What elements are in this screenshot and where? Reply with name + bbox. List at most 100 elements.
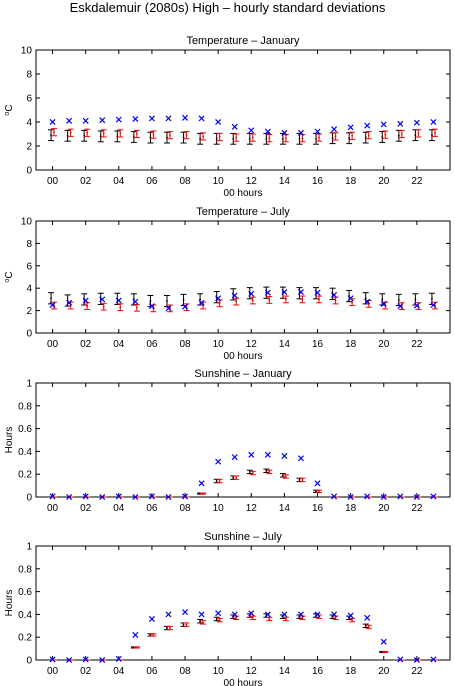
point-x-stroke <box>248 610 255 617</box>
point-x-marker <box>215 295 222 302</box>
point-center <box>397 134 400 137</box>
y-tick-label: 0 <box>26 493 32 504</box>
point-x-stroke <box>264 451 271 458</box>
point-x-stroke <box>430 301 437 309</box>
point-x-stroke <box>248 127 255 134</box>
point-x-stroke <box>264 611 271 618</box>
point-x-marker <box>215 118 222 126</box>
point-x-marker <box>430 118 437 126</box>
point-x-stroke <box>281 129 288 136</box>
point-x-marker <box>198 115 205 122</box>
y-axis-label-unit: C <box>4 271 15 278</box>
point-x-marker <box>380 121 387 128</box>
point-x-stroke <box>397 493 404 500</box>
point-center <box>318 136 320 139</box>
point-x-stroke <box>148 115 155 122</box>
panel-title: Sunshine – January <box>194 368 292 380</box>
point-x-marker <box>297 289 304 296</box>
point-center <box>351 619 354 621</box>
point-errorbar <box>246 132 253 145</box>
y-axis-label: Hours <box>4 427 15 454</box>
x-axis-label: 00 hours <box>224 188 263 199</box>
point-x-stroke <box>297 289 304 296</box>
point-x-stroke <box>215 458 222 465</box>
point-center <box>251 299 254 302</box>
point-x-stroke <box>148 303 155 310</box>
point-center <box>331 137 334 140</box>
y-tick-label: 0.8 <box>18 401 32 412</box>
point-center <box>318 298 320 301</box>
point-center <box>202 621 205 624</box>
point-x-marker <box>99 296 106 303</box>
panel-3: 00 02 04 06 08 10 12 14 16 18 20 22 0 0.2 0.4 0.6 0.8 1 Su… <box>4 368 451 514</box>
point-x-stroke <box>331 126 338 133</box>
point-x-marker <box>380 638 387 645</box>
point-errorbar <box>183 131 190 140</box>
point-errorbar <box>97 130 104 143</box>
point-x-marker <box>314 480 321 487</box>
point-x-marker <box>82 297 89 304</box>
point-x-marker <box>49 301 56 309</box>
point-x-marker <box>364 298 371 305</box>
point-x-stroke <box>231 292 238 299</box>
point-errorbar <box>133 303 140 312</box>
point-center <box>248 137 251 140</box>
point-x-stroke <box>314 128 321 135</box>
point-center <box>135 133 138 135</box>
point-errorbar <box>200 620 207 625</box>
point-x-marker <box>248 127 255 134</box>
point-x-stroke <box>132 298 139 305</box>
point-x-marker <box>165 305 172 312</box>
point-center <box>268 299 271 301</box>
point-center <box>199 137 202 140</box>
point-errorbar <box>216 299 223 308</box>
point-center <box>431 134 433 137</box>
point-center <box>301 298 304 301</box>
x-tick-label: 20 <box>378 503 390 514</box>
point-errorbar <box>48 129 55 142</box>
point-center <box>251 616 254 619</box>
point-x-stroke <box>148 493 155 500</box>
point-errorbar <box>216 478 223 484</box>
point-errorbar <box>213 132 220 145</box>
point-errorbar <box>329 132 336 145</box>
point-center <box>102 132 105 135</box>
point-center <box>285 298 287 301</box>
point-x-marker <box>248 610 255 617</box>
point-x-marker <box>364 122 371 129</box>
y-axis-label-degree: o <box>4 112 11 116</box>
point-x-marker <box>248 451 255 458</box>
point-x-stroke <box>182 303 189 310</box>
point-x-stroke <box>215 610 222 617</box>
y-tick-label: 6 <box>26 94 32 105</box>
x-tick-label: 08 <box>179 176 191 187</box>
point-center <box>119 306 122 309</box>
x-tick-label: 06 <box>146 666 158 677</box>
point-center <box>315 490 317 493</box>
series-1 <box>48 613 435 661</box>
point-x-marker <box>297 611 304 618</box>
point-x-marker <box>231 611 238 618</box>
point-x-marker <box>397 120 404 127</box>
point-x-stroke <box>281 611 288 618</box>
point-center <box>351 301 354 304</box>
x-tick-label: 00 <box>47 339 59 350</box>
point-center <box>182 623 185 626</box>
point-x-stroke <box>248 451 255 458</box>
point-x-stroke <box>413 493 420 501</box>
point-errorbar <box>249 470 256 476</box>
point-center <box>232 137 235 140</box>
y-tick-label: 6 <box>26 261 32 272</box>
y-tick-label: 1 <box>26 379 32 390</box>
point-x-marker <box>66 493 73 501</box>
point-center <box>166 300 168 302</box>
point-x-marker <box>347 612 354 619</box>
point-errorbar <box>233 133 240 142</box>
point-x-stroke <box>82 493 89 500</box>
point-center <box>381 136 384 138</box>
point-errorbar <box>266 616 273 622</box>
point-x-marker <box>132 115 139 123</box>
point-errorbar <box>249 615 256 621</box>
point-center <box>268 618 271 620</box>
series-3 <box>49 114 437 136</box>
